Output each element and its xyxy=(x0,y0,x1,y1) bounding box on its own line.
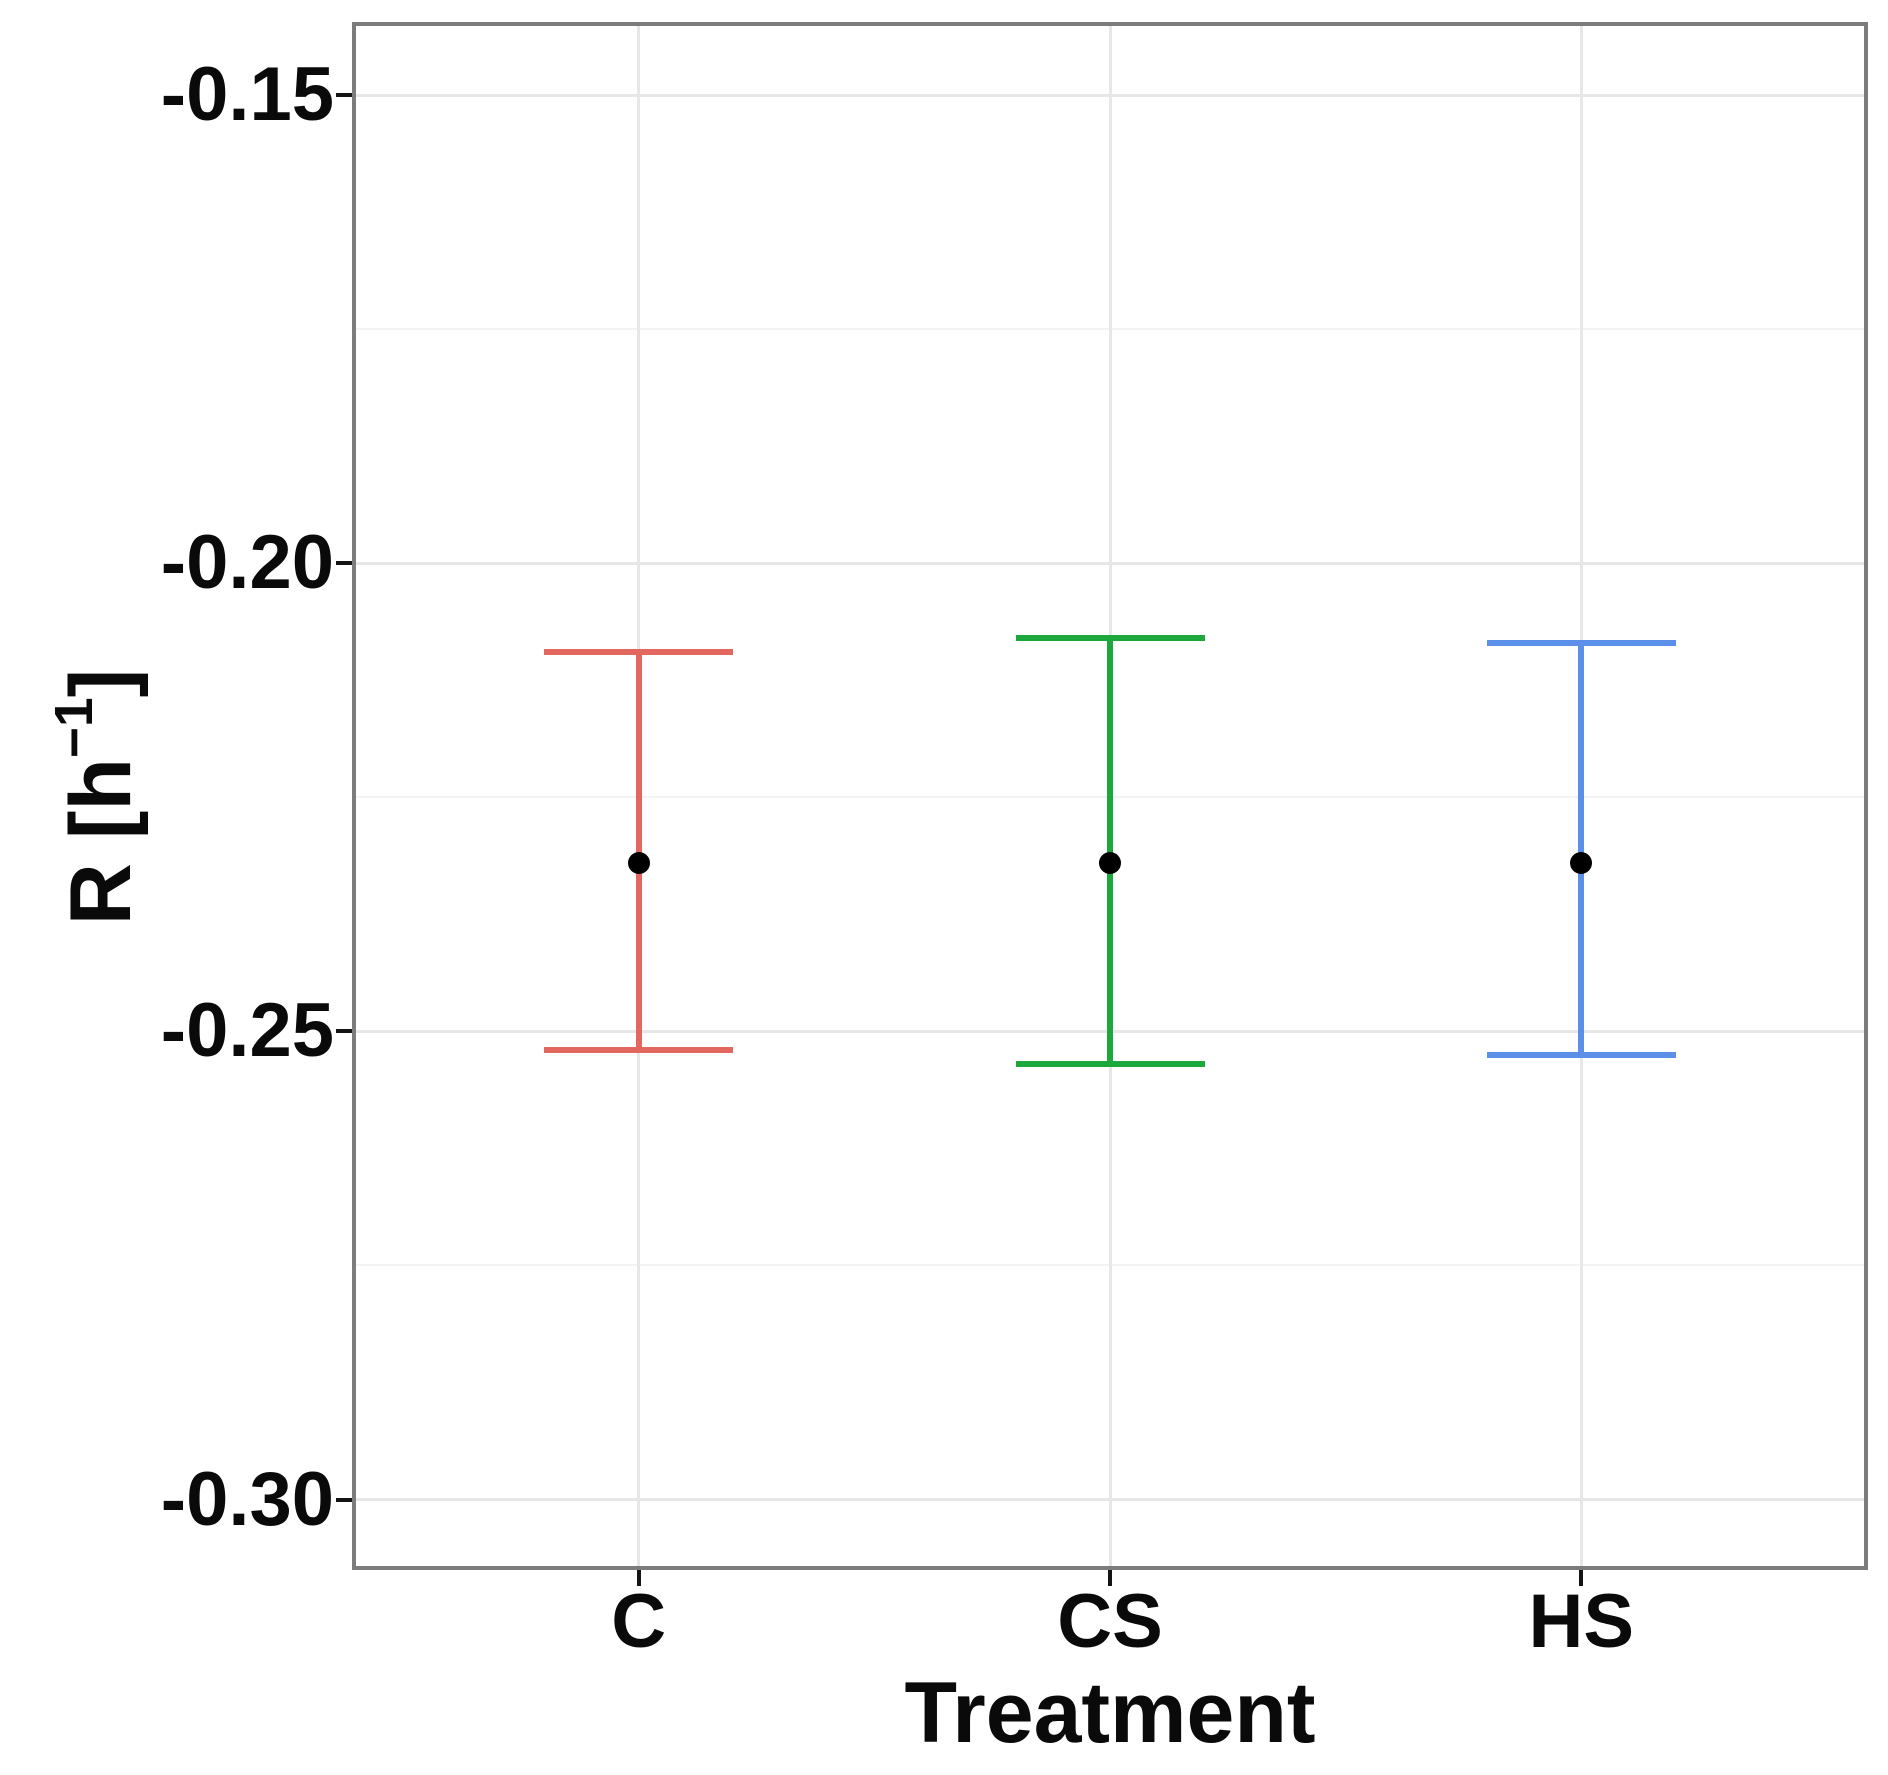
y-axis-title: R [h−1] xyxy=(40,669,149,926)
y-axis-title-text: R [h xyxy=(52,758,149,926)
errorbar-C-line xyxy=(635,652,642,1051)
x-tick-label: C xyxy=(611,1579,667,1664)
x-axis-title: Treatment xyxy=(904,1665,1316,1761)
x-tick-label: HS xyxy=(1528,1579,1635,1664)
y-axis-tick xyxy=(336,1029,352,1034)
plot-panel xyxy=(352,22,1868,1570)
x-tick-label: CS xyxy=(1057,1579,1163,1664)
mean-point-C xyxy=(627,851,650,874)
errorbar-HS-cap-top xyxy=(1486,639,1676,646)
errorbar-C-cap-bottom xyxy=(544,1047,734,1054)
y-axis-title-suffix: ] xyxy=(52,668,149,698)
mean-point-CS xyxy=(1099,851,1121,874)
x-axis-tick xyxy=(1579,1570,1584,1586)
x-axis-tick xyxy=(1108,1570,1112,1586)
x-axis-tick xyxy=(636,1570,641,1586)
errorbar-HS-line xyxy=(1578,642,1585,1055)
y-tick-label: -0.20 xyxy=(160,520,334,606)
errorbar-CS-cap-top xyxy=(1015,635,1205,642)
errorbar-CS-cap-bottom xyxy=(1015,1061,1205,1068)
errorbar-C-cap-top xyxy=(544,649,734,656)
errorbar-HS-cap-bottom xyxy=(1486,1051,1676,1058)
y-axis-tick xyxy=(336,93,352,98)
y-tick-label: -0.15 xyxy=(160,52,334,138)
y-axis-title-superscript: −1 xyxy=(45,697,105,759)
y-axis-tick xyxy=(336,1497,352,1502)
errorbar-CS-line xyxy=(1107,638,1113,1065)
y-tick-label: -0.30 xyxy=(160,1456,334,1542)
y-tick-label: -0.25 xyxy=(160,988,334,1074)
y-axis-tick xyxy=(336,561,352,566)
mean-point-HS xyxy=(1570,851,1593,874)
